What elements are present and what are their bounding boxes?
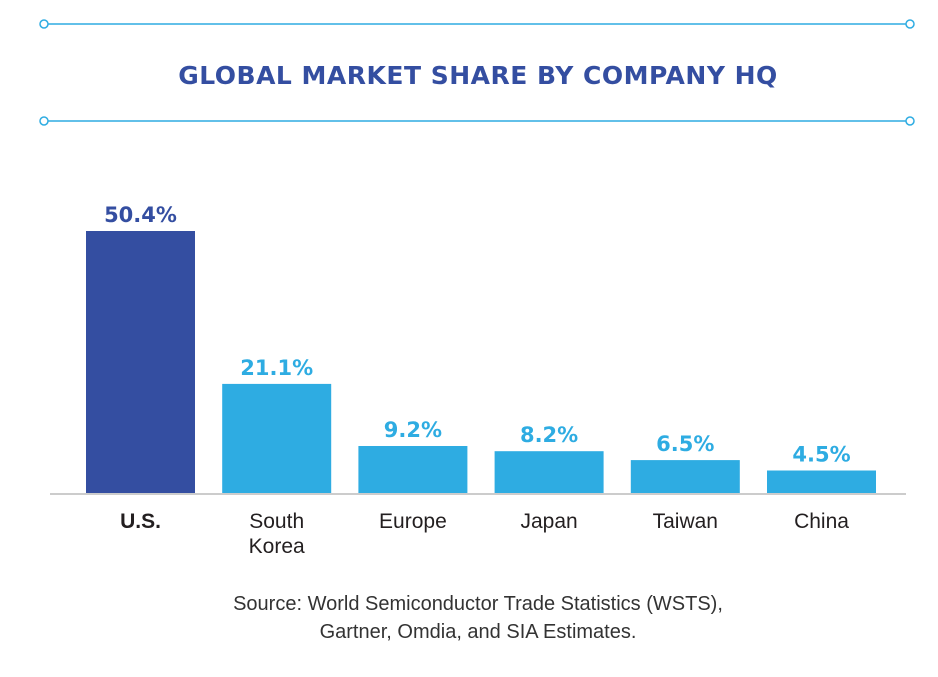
- bar-2: [358, 446, 468, 494]
- bar-5: [767, 470, 876, 494]
- category-label-3: Japan: [520, 510, 577, 533]
- circle-node-icon: [39, 116, 49, 126]
- top-rule: [39, 19, 915, 29]
- source-note: Source: World Semiconductor Trade Statis…: [233, 593, 723, 643]
- category-label-2: Europe: [379, 510, 447, 533]
- circle-node-icon: [905, 116, 915, 126]
- source-line-2: Gartner, Omdia, and SIA Estimates.: [320, 621, 637, 643]
- bar-4: [630, 460, 740, 494]
- category-label-0: U.S.: [120, 510, 161, 533]
- value-label-5: 4.5%: [792, 443, 850, 467]
- bar-3: [494, 451, 604, 494]
- value-label-3: 8.2%: [520, 423, 578, 447]
- value-label-4: 6.5%: [656, 432, 714, 456]
- value-labels-group: 50.4% 21.1% 9.2% 8.2% 6.5% 4.5%: [104, 203, 851, 467]
- circle-node-icon: [39, 19, 49, 29]
- category-label-5: China: [794, 510, 849, 533]
- source-line-1: Source: World Semiconductor Trade Statis…: [233, 593, 723, 615]
- value-label-1: 21.1%: [240, 356, 313, 380]
- circle-node-icon: [905, 19, 915, 29]
- category-label-4: Taiwan: [653, 510, 718, 533]
- bar-0: [86, 231, 195, 494]
- bars-group: [86, 231, 876, 494]
- value-label-0: 50.4%: [104, 203, 177, 227]
- chart-title: GLOBAL MARKET SHARE BY COMPANY HQ: [178, 61, 778, 90]
- bar-1: [222, 383, 332, 494]
- category-label-1-line-1: Korea: [249, 535, 305, 558]
- value-label-2: 9.2%: [384, 418, 442, 442]
- category-label-1-line-0: South: [249, 510, 304, 533]
- title-rule: [39, 116, 915, 126]
